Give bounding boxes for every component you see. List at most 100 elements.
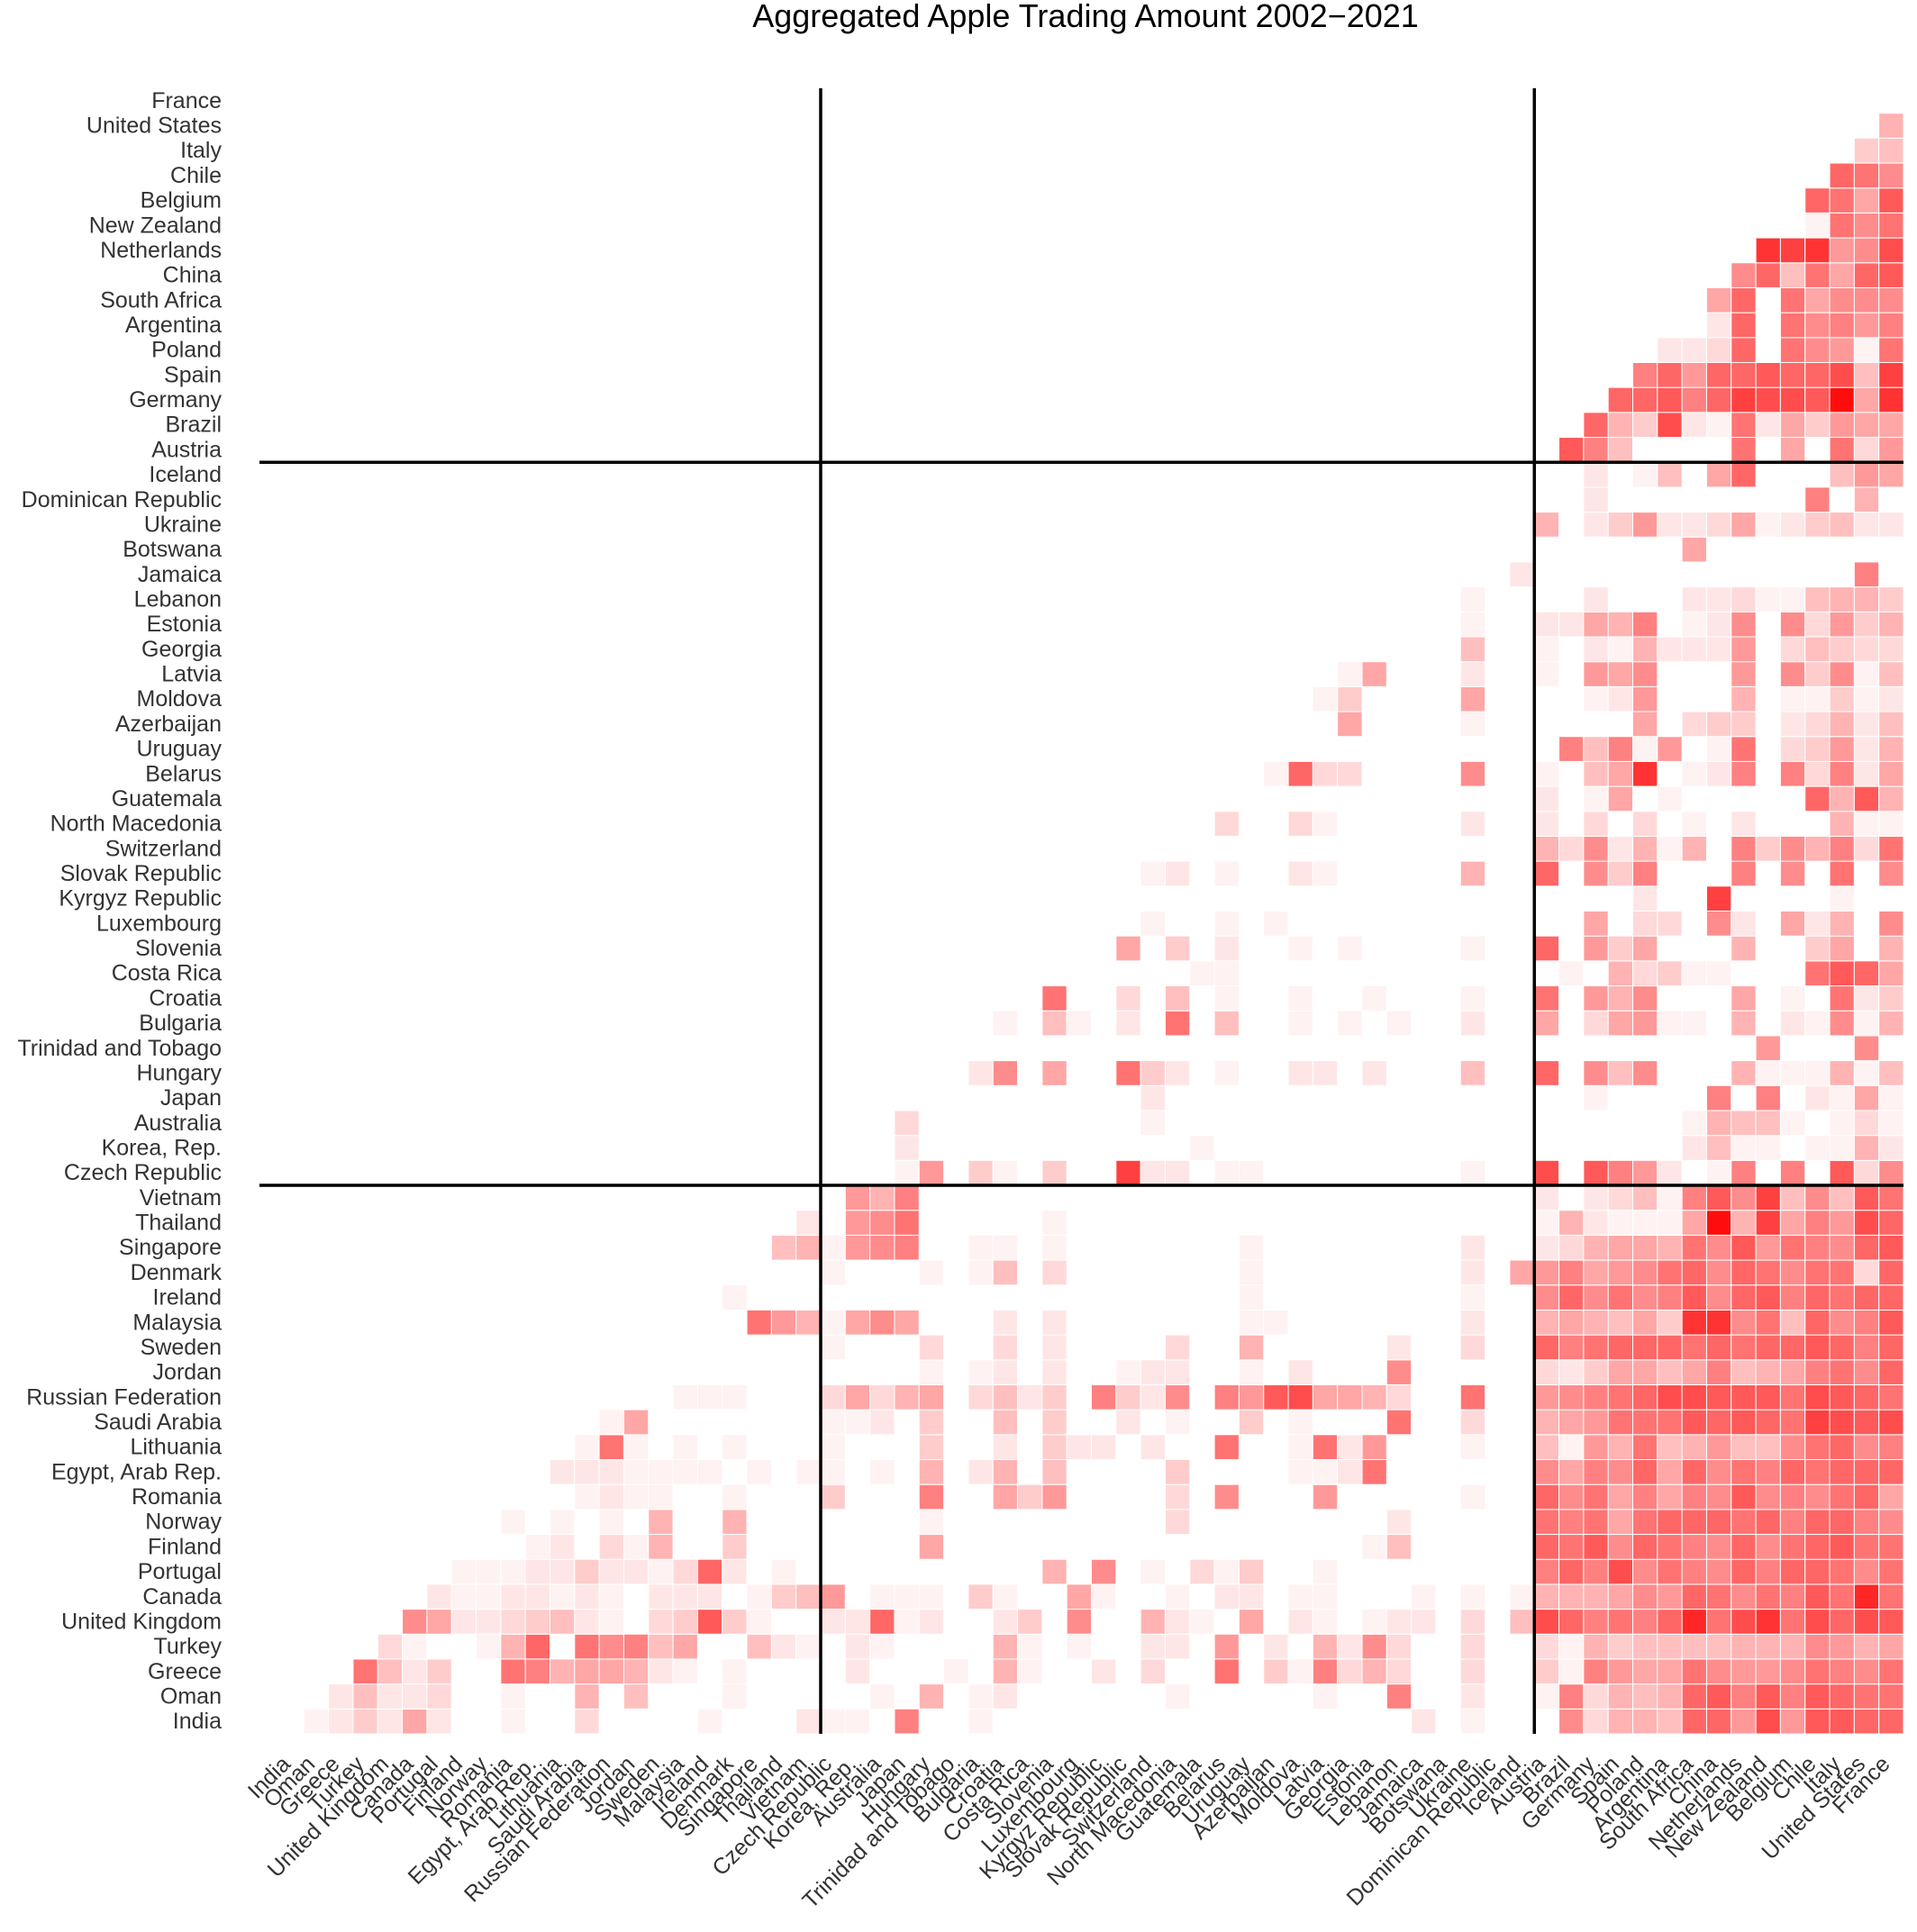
- heatmap-cell-Hungary-United States: [1853, 1060, 1880, 1086]
- heatmap-cell-Romania-Austria: [1533, 1483, 1560, 1510]
- heatmap-cell-Japan-Chile: [1804, 1084, 1831, 1111]
- heatmap-cell-Azerbaijan-Poland: [1632, 711, 1658, 738]
- heatmap-cell-Switzerland-Chile: [1804, 835, 1831, 862]
- heatmap-cell-Ireland-Poland: [1632, 1284, 1658, 1311]
- y-tick-label: Guatemala: [112, 786, 222, 812]
- heatmap-cell-Lebanon-South Africa: [1681, 586, 1707, 612]
- heatmap-cell-Switzerland-Germany: [1583, 835, 1609, 862]
- heatmap-cell-Poland-Argentina: [1657, 337, 1683, 364]
- heatmap-cell-Portugal-Spain: [1607, 1558, 1634, 1585]
- heatmap-cell-South Africa-Chile: [1804, 286, 1831, 313]
- heatmap-cell-Kyrgyz Republic-Poland: [1632, 885, 1658, 912]
- heatmap-cell-South Africa-Netherlands: [1731, 286, 1757, 313]
- heatmap-cell-Jordan-Chile: [1804, 1359, 1831, 1385]
- heatmap-cell-Sweden-China: [1705, 1334, 1732, 1361]
- heatmap-cell-Egypt, Arab Rep.-Hungary: [918, 1459, 945, 1485]
- y-tick-label: Belarus: [145, 761, 222, 786]
- heatmap-cell-Singapore-United States: [1853, 1234, 1880, 1261]
- y-tick-label: Oman: [160, 1683, 222, 1709]
- heatmap-cell-Czech Republic-North Macedonia: [1164, 1159, 1191, 1186]
- heatmap-cell-Greece-Lithuania: [550, 1658, 576, 1685]
- heatmap-cell-Sweden-South Africa: [1681, 1334, 1707, 1361]
- heatmap-cell-Egypt, Arab Rep.-Bulgaria: [968, 1459, 994, 1485]
- heatmap-cell-Lithuania-Saudi Arabia: [574, 1434, 600, 1460]
- heatmap-cell-Malaysia-Thailand: [770, 1309, 797, 1336]
- heatmap-cell-Vietnam-Spain: [1607, 1184, 1634, 1211]
- heatmap-cell-Malaysia-Croatia: [992, 1309, 1019, 1336]
- heatmap-cell-United Kingdom-Netherlands: [1731, 1609, 1757, 1635]
- heatmap-cell-Thailand-Germany: [1583, 1210, 1609, 1236]
- heatmap-cell-Germany-Poland: [1632, 386, 1658, 413]
- heatmap-cell-Singapore-Slovenia: [1041, 1234, 1068, 1261]
- heatmap-cell-Costa Rica-Spain: [1607, 960, 1634, 987]
- heatmap-cell-Canada-Luxembourg: [1066, 1583, 1093, 1610]
- heatmap-cell-Canada-Vietnam: [795, 1583, 822, 1610]
- heatmap-cell-Finland-Argentina: [1657, 1534, 1683, 1560]
- heatmap-cell-Costa Rica-United States: [1853, 960, 1880, 987]
- heatmap-cell-Croatia-North Macedonia: [1164, 985, 1191, 1011]
- heatmap-cell-Bulgaria-Austria: [1533, 1010, 1560, 1037]
- heatmap-cell-Romania-Croatia: [992, 1483, 1019, 1510]
- heatmap-cell-Canada-Singapore: [746, 1583, 772, 1610]
- heatmap-cell-India-Poland: [1632, 1708, 1658, 1735]
- heatmap-cell-Ireland-Chile: [1804, 1284, 1831, 1311]
- heatmap-cell-North Macedonia-South Africa: [1681, 811, 1707, 837]
- heatmap-cell-United Kingdom-Norway: [476, 1609, 502, 1635]
- heatmap-cell-North Macedonia-Netherlands: [1731, 811, 1757, 837]
- heatmap-cell-Poland-Italy: [1829, 337, 1855, 364]
- heatmap-cell-Norway-Brazil: [1558, 1509, 1585, 1536]
- heatmap-cell-United Kingdom-Uruguay: [1238, 1609, 1265, 1635]
- heatmap-cell-Czech Republic-China: [1705, 1159, 1732, 1186]
- heatmap-cell-Russian Federation-Chile: [1804, 1383, 1831, 1410]
- heatmap-cell-Switzerland-Brazil: [1558, 835, 1585, 862]
- heatmap-cell-China-Belgium: [1779, 262, 1806, 288]
- heatmap-cell-Moldova-Belgium: [1779, 685, 1806, 712]
- heatmap-cell-Estonia-Ukraine: [1459, 611, 1486, 638]
- heatmap-cell-Romania-Ukraine: [1459, 1483, 1486, 1510]
- heatmap-cell-Ukraine-Austria: [1533, 512, 1560, 538]
- heatmap-cell-Russian Federation-Bulgaria: [968, 1383, 994, 1410]
- heatmap-cell-Latvia-France: [1878, 661, 1904, 687]
- heatmap-cell-Hungary-Switzerland: [1140, 1060, 1166, 1086]
- heatmap-cell-Netherlands-Belgium: [1779, 237, 1806, 264]
- heatmap-cell-Russian Federation-Netherlands: [1731, 1383, 1757, 1410]
- heatmap-cell-Jordan-South Africa: [1681, 1359, 1707, 1385]
- heatmap-cell-United Kingdom-Luxembourg: [1066, 1609, 1093, 1635]
- heatmap-cell-Denmark-Uruguay: [1238, 1259, 1265, 1286]
- heatmap-cell-United Kingdom-New Zealand: [1755, 1609, 1781, 1635]
- heatmap-cell-Canada-Germany: [1583, 1583, 1609, 1610]
- heatmap-cell-Azerbaijan-United States: [1853, 711, 1880, 738]
- heatmap-cell-Slovak Republic-Poland: [1632, 860, 1658, 887]
- heatmap-cell-Oman-Jordan: [622, 1683, 650, 1710]
- heatmap-cell-Jordan-Spain: [1607, 1359, 1634, 1385]
- heatmap-cell-Sweden-Austria: [1533, 1334, 1560, 1361]
- heatmap-cell-Russian Federation-Korea, Rep.: [844, 1383, 871, 1410]
- heatmap-cell-Saudi Arabia-Spain: [1607, 1409, 1634, 1436]
- heatmap-cell-Saudi Arabia-Ukraine: [1459, 1409, 1486, 1436]
- heatmap-cell-Czech Republic-Japan: [894, 1159, 920, 1186]
- heatmap-cell-Lithuania-Estonia: [1361, 1434, 1387, 1460]
- heatmap-cell-China-United States: [1853, 262, 1880, 288]
- y-tick-label: Saudi Arabia: [94, 1410, 222, 1435]
- heatmap-cell-Czech Republic-Spain: [1607, 1159, 1634, 1186]
- heatmap-cell-Ukraine-Netherlands: [1731, 512, 1757, 538]
- heatmap-cell-Germany-South Africa: [1681, 386, 1707, 413]
- heatmap-cell-Lebanon-Ukraine: [1459, 586, 1486, 612]
- heatmap-cell-Singapore-Croatia: [992, 1234, 1019, 1261]
- heatmap-cell-Guatemala-France: [1878, 785, 1904, 812]
- heatmap-cell-Ukraine-Argentina: [1657, 512, 1683, 538]
- heatmap-cell-Czech Republic-France: [1878, 1159, 1904, 1186]
- heatmap-cell-Moldova-Chile: [1804, 685, 1831, 712]
- heatmap-cell-Vietnam-Korea, Rep.: [844, 1184, 871, 1211]
- heatmap-cell-Oman-Ukraine: [1459, 1683, 1486, 1710]
- heatmap-cell-Portugal-Belgium: [1779, 1558, 1806, 1585]
- heatmap-cell-Bulgaria-Spain: [1607, 1010, 1634, 1037]
- heatmap-cell-Denmark-Belgium: [1779, 1259, 1806, 1286]
- heatmap-cell-United Kingdom-Denmark: [722, 1609, 748, 1635]
- heatmap-cell-Korea, Rep.-Netherlands: [1731, 1135, 1757, 1161]
- heatmap-cell-Canada-Iceland: [1509, 1583, 1535, 1610]
- heatmap-cell-Lithuania-Argentina: [1657, 1434, 1683, 1460]
- heatmap-cell-Turkey-China: [1705, 1633, 1732, 1660]
- heatmap-cell-Switzerland-Belgium: [1779, 835, 1806, 862]
- y-tick-label: Lebanon: [134, 586, 222, 612]
